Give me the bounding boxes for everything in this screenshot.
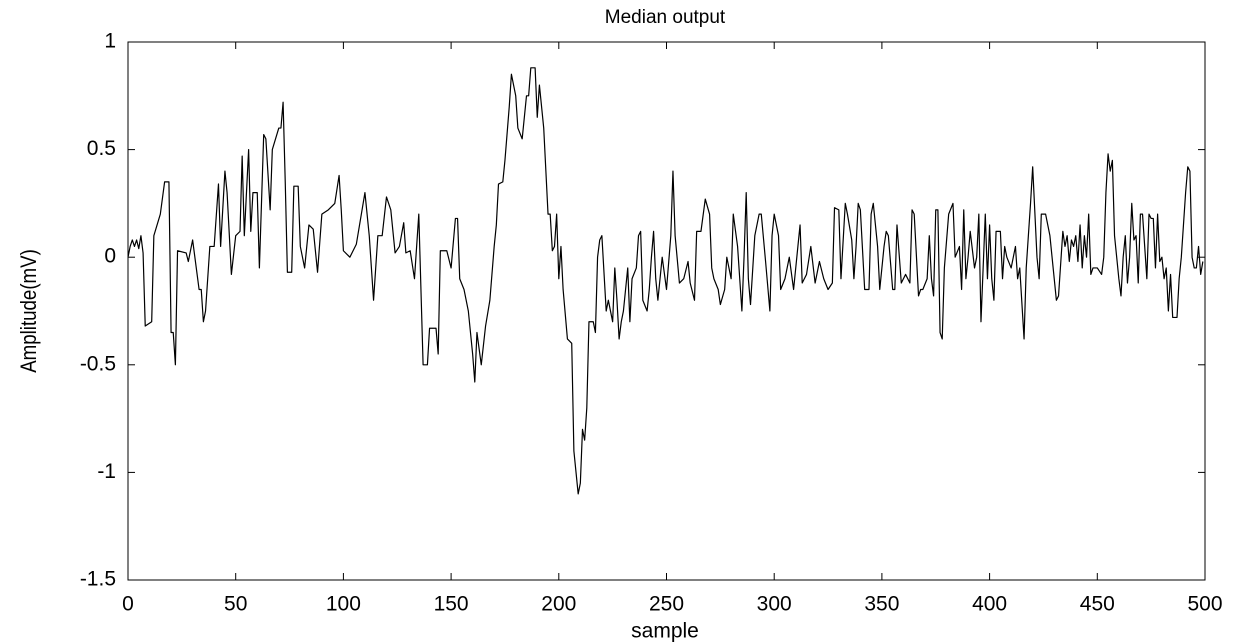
chart-title: Median output xyxy=(605,7,726,28)
x-tick-label: 100 xyxy=(326,593,361,616)
x-tick-label: 200 xyxy=(541,593,576,616)
x-tick-label: 150 xyxy=(434,593,469,616)
y-tick-label: 0.5 xyxy=(87,137,116,160)
x-tick-label: 300 xyxy=(757,593,792,616)
y-tick-label: 1 xyxy=(104,30,116,53)
x-tick-label: 350 xyxy=(864,593,899,616)
y-tick-label: -1 xyxy=(97,460,116,483)
x-tick-label: 250 xyxy=(649,593,684,616)
x-tick-label: 450 xyxy=(1080,593,1115,616)
y-tick-label: -0.5 xyxy=(80,352,116,375)
x-axis-label: sample xyxy=(631,620,699,643)
y-tick-label: -1.5 xyxy=(80,568,116,591)
plot-frame xyxy=(127,41,1206,581)
x-tick-label: 50 xyxy=(224,593,247,616)
x-tick-label: 500 xyxy=(1187,593,1222,616)
y-axis-label: Amplitude(mV) xyxy=(17,249,41,373)
x-tick-label: 0 xyxy=(122,593,134,616)
y-tick-label: 0 xyxy=(104,245,116,268)
x-tick-label: 400 xyxy=(972,593,1007,616)
data-line xyxy=(127,67,1204,495)
